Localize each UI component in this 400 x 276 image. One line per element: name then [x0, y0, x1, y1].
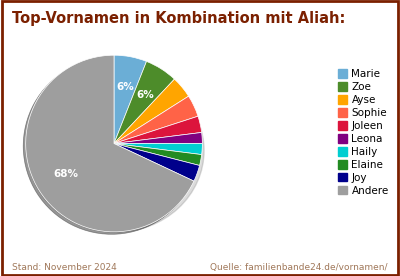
Text: Stand: November 2024: Stand: November 2024 [12, 263, 117, 272]
Legend: Marie, Zoe, Ayse, Sophie, Joleen, Leona, Haily, Elaine, Joy, Andere: Marie, Zoe, Ayse, Sophie, Joleen, Leona,… [336, 67, 391, 198]
Wedge shape [114, 55, 146, 144]
Wedge shape [114, 79, 188, 144]
Wedge shape [114, 96, 198, 144]
Text: 6%: 6% [116, 82, 134, 92]
Text: Top-Vornamen in Kombination mit Aliah:: Top-Vornamen in Kombination mit Aliah: [12, 11, 345, 26]
Wedge shape [114, 132, 202, 144]
Wedge shape [26, 55, 194, 232]
Ellipse shape [28, 69, 204, 232]
Wedge shape [114, 144, 202, 166]
Wedge shape [114, 144, 200, 181]
Wedge shape [114, 144, 202, 155]
Text: 68%: 68% [53, 169, 78, 179]
Text: 6%: 6% [136, 90, 154, 100]
Text: Quelle: familienbande24.de/vornamen/: Quelle: familienbande24.de/vornamen/ [210, 263, 388, 272]
Wedge shape [114, 116, 202, 144]
Wedge shape [114, 61, 174, 144]
